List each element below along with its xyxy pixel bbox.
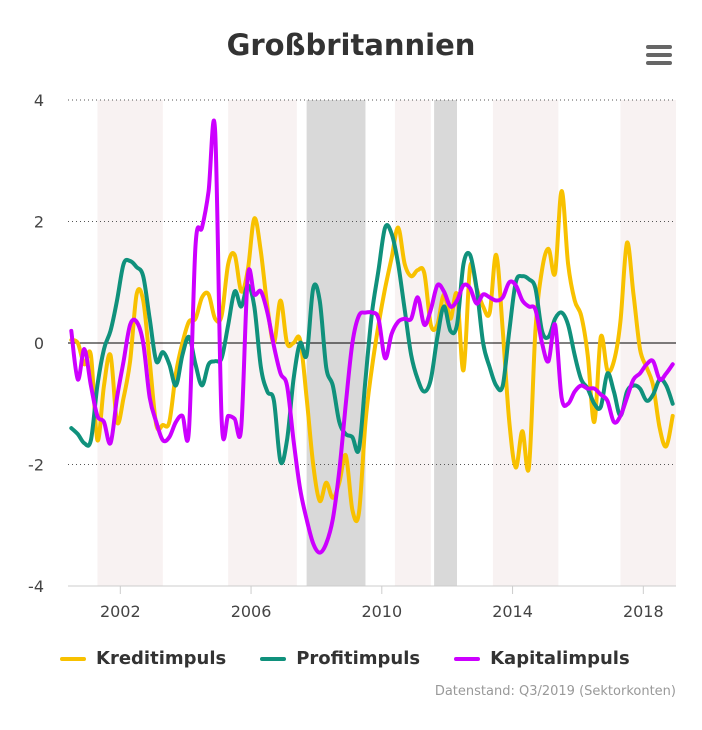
x-tick-label: 2014 (492, 602, 533, 621)
y-tick-label: 0 (34, 334, 44, 353)
x-tick-label: 2006 (231, 602, 272, 621)
y-tick-label: 4 (34, 91, 44, 110)
legend-label: Profitimpuls (296, 648, 421, 669)
y-tick-label: -4 (28, 577, 44, 596)
legend-label: Kapitalimpuls (490, 648, 630, 669)
y-tick-label: -2 (28, 456, 44, 475)
menu-bar (646, 61, 672, 65)
legend-item-kapitalimpuls[interactable]: Kapitalimpuls (454, 648, 630, 669)
x-tick-label: 2018 (623, 602, 664, 621)
y-tick-label: 2 (34, 213, 44, 232)
menu-bar (646, 45, 672, 49)
legend-item-profitimpuls[interactable]: Profitimpuls (260, 648, 420, 669)
chart-legend: Kreditimpuls Profitimpuls Kapitalimpuls (60, 648, 630, 669)
legend-swatch-profitimpuls (260, 656, 287, 661)
credits-text[interactable]: Datenstand: Q3/2019 (Sektorkonten) (434, 684, 676, 699)
series-line-kreditimpuls (69, 189, 675, 524)
x-tick-label: 2010 (361, 602, 402, 621)
menu-bar (646, 53, 672, 57)
chart-title: Großbritannien (226, 28, 476, 62)
series-line-kapitalimpuls (69, 118, 675, 555)
series-line-profitimpuls (69, 223, 675, 466)
legend-swatch-kapitalimpuls (454, 656, 481, 661)
x-tick-label: 2002 (100, 602, 141, 621)
chart-plot-area: 4 2 0 -2 -4 2002 2006 2010 2014 2018 (28, 91, 676, 621)
legend-swatch-kreditimpuls (60, 656, 86, 661)
hamburger-menu-icon[interactable] (642, 42, 676, 68)
legend-item-kreditimpuls[interactable]: Kreditimpuls (60, 648, 226, 669)
legend-label: Kreditimpuls (96, 648, 227, 669)
